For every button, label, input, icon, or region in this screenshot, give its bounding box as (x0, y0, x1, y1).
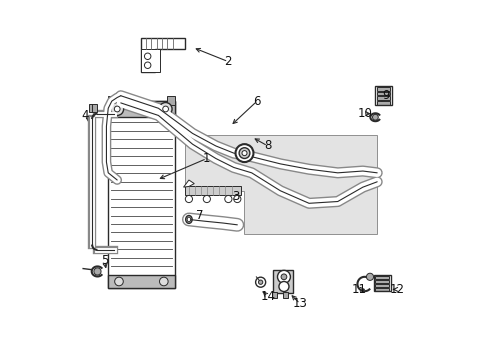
Text: 12: 12 (388, 283, 404, 296)
Text: 2: 2 (224, 55, 232, 68)
Circle shape (185, 195, 192, 203)
Bar (283, 292, 287, 298)
Bar (375, 86, 391, 105)
Bar (185, 186, 241, 195)
Ellipse shape (187, 217, 190, 222)
Bar (140, 49, 160, 72)
Circle shape (239, 148, 249, 158)
Text: 5: 5 (101, 254, 108, 267)
Circle shape (372, 114, 378, 120)
Circle shape (159, 103, 172, 116)
Bar (376, 101, 389, 105)
Bar (108, 101, 174, 117)
Circle shape (278, 282, 288, 292)
Circle shape (255, 277, 265, 287)
Text: 9: 9 (382, 89, 389, 102)
Text: 10: 10 (356, 107, 371, 120)
Circle shape (242, 150, 246, 156)
Circle shape (203, 195, 210, 203)
Text: 3: 3 (231, 190, 239, 203)
Bar (376, 92, 389, 95)
Bar (376, 87, 389, 91)
Polygon shape (140, 39, 185, 72)
Circle shape (94, 268, 101, 275)
Bar (166, 96, 175, 105)
Circle shape (114, 106, 120, 112)
Ellipse shape (185, 216, 192, 224)
Text: 4: 4 (81, 109, 88, 122)
Circle shape (163, 106, 168, 112)
Text: 13: 13 (292, 297, 307, 310)
Text: 1: 1 (203, 152, 210, 165)
Circle shape (110, 103, 123, 116)
Bar (375, 288, 388, 291)
Circle shape (159, 277, 168, 286)
Bar (376, 96, 389, 100)
Polygon shape (183, 180, 194, 187)
Circle shape (366, 273, 373, 280)
Circle shape (277, 270, 290, 283)
Circle shape (258, 280, 262, 284)
Bar (373, 275, 390, 291)
Circle shape (235, 144, 253, 162)
Polygon shape (185, 135, 376, 234)
Text: 14: 14 (260, 290, 275, 303)
Bar (108, 101, 174, 288)
Text: 7: 7 (196, 210, 203, 222)
Bar (375, 276, 388, 279)
Text: 6: 6 (253, 95, 260, 108)
Text: 8: 8 (264, 139, 271, 152)
Circle shape (281, 274, 286, 280)
Bar (272, 292, 277, 298)
Bar (375, 284, 388, 287)
Circle shape (224, 195, 231, 203)
Circle shape (144, 53, 151, 59)
Circle shape (115, 277, 123, 286)
Circle shape (144, 62, 151, 68)
Bar (108, 275, 174, 288)
Bar (375, 280, 388, 283)
Bar (107, 96, 116, 105)
Bar (88, 104, 97, 112)
Text: 11: 11 (351, 283, 366, 296)
Circle shape (233, 195, 241, 203)
Bar (273, 270, 292, 293)
